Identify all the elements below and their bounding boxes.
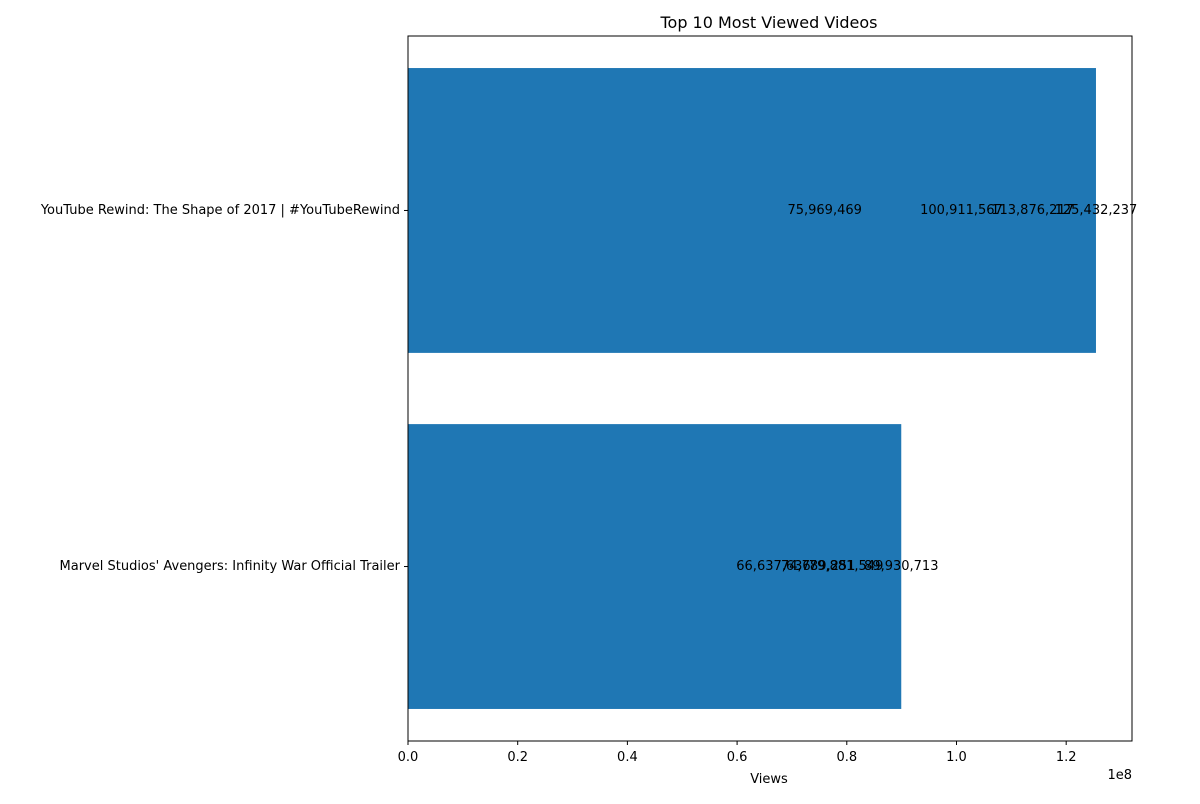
- plot-area-frame: [407, 35, 1133, 742]
- x-tick-label: 0.6: [727, 750, 748, 765]
- x-tick-label: 1.2: [1056, 750, 1077, 765]
- data-label: 79,881,549: [809, 559, 883, 574]
- data-label: 89,930,713: [864, 559, 938, 574]
- x-axis-multiplier: 1e8: [1107, 768, 1132, 783]
- bar-0: [408, 424, 902, 709]
- chart-title: Top 10 Most Viewed Videos: [659, 13, 877, 32]
- data-label: 113,876,217: [991, 203, 1074, 218]
- x-tick-label: 0.2: [507, 750, 528, 765]
- y-tick-label: YouTube Rewind: The Shape of 2017 | #You…: [40, 203, 400, 218]
- x-tick-label: 0.4: [617, 750, 638, 765]
- bar-1: [408, 68, 1096, 353]
- data-label: 75,969,469: [787, 203, 861, 218]
- data-label: 100,911,567: [920, 203, 1003, 218]
- x-axis-label: Views: [750, 772, 788, 787]
- data-label: 125,432,237: [1055, 203, 1138, 218]
- x-tick-label: 0.8: [836, 750, 857, 765]
- data-label: 66,637,636: [736, 559, 810, 574]
- data-label: 74,789,251: [781, 559, 855, 574]
- y-tick-label: Marvel Studios' Avengers: Infinity War O…: [60, 559, 401, 574]
- x-tick-label: 1.0: [946, 750, 967, 765]
- x-tick-label: 0.0: [398, 750, 419, 765]
